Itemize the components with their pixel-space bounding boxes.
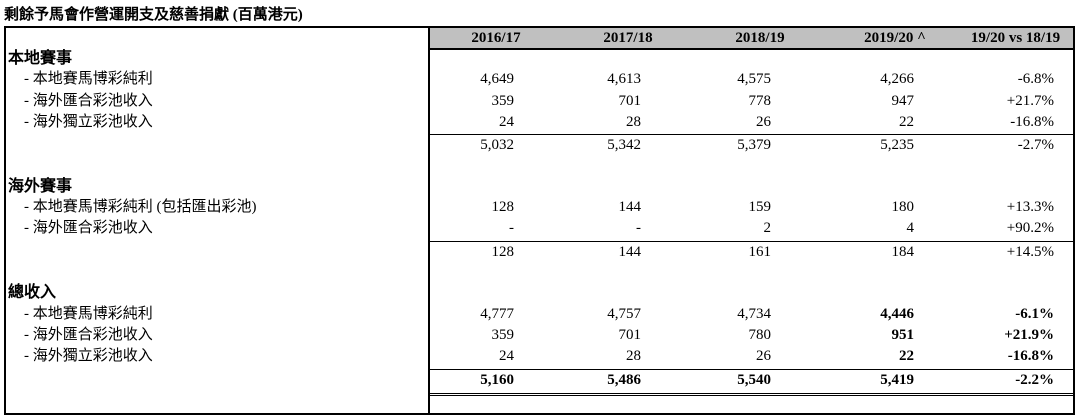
value-cell: 180: [891, 199, 915, 216]
total-value-cell: 5,379: [737, 137, 771, 154]
table-row: - 海外匯合彩池收入 - - 2 4 +90.2%: [6, 218, 1073, 239]
row-label: - 海外匯合彩池收入: [24, 92, 153, 109]
value-cell: 4,649: [480, 71, 514, 88]
value-cell: 144: [618, 199, 642, 216]
grand-total-double-rule: [430, 392, 1073, 396]
value-cell: 26: [756, 348, 771, 365]
total-change-cell: -2.2%: [1015, 371, 1054, 388]
table-row: - 海外匯合彩池收入 359 701 778 947 +21.7%: [6, 91, 1073, 112]
header-row: 2016/17 2017/18 2018/19 2019/20 ^ 19/20 …: [430, 28, 1073, 50]
value-cell: 2: [763, 220, 772, 237]
col-header-2016-17: 2016/17: [471, 30, 521, 46]
col-header-change: 19/20 vs 18/19: [970, 30, 1061, 46]
value-cell: 22: [899, 348, 914, 365]
total-value-cell: 5,342: [607, 137, 641, 154]
total-value-cell: 5,235: [880, 137, 914, 154]
row-label: - 海外匯合彩池收入: [24, 220, 153, 237]
row-label: - 海外獨立彩池收入: [24, 113, 153, 130]
value-cell: 28: [626, 348, 641, 365]
total-value-cell: 5,540: [737, 371, 771, 388]
value-cell: 4,734: [737, 305, 771, 322]
subtotal-rule: [430, 368, 1073, 370]
total-row: 5,160 5,486 5,540 5,419 -2.2%: [6, 370, 1073, 391]
value-cell: -: [509, 220, 514, 237]
value-cell: 28: [626, 113, 641, 130]
total-value-cell: 5,032: [480, 137, 514, 154]
value-cell: 24: [499, 113, 514, 130]
total-row: 5,032 5,342 5,379 5,235 -2.7%: [6, 135, 1073, 156]
value-cell: 359: [491, 92, 515, 109]
value-cell: 26: [756, 113, 771, 130]
value-cell: 4,777: [480, 305, 514, 322]
section-heading-row: 本地賽事: [6, 48, 1073, 69]
value-cell: 4,575: [737, 71, 771, 88]
value-cell: 359: [491, 326, 515, 343]
value-cell: -: [636, 220, 641, 237]
value-cell: 778: [748, 92, 772, 109]
total-row: 128 144 161 184 +14.5%: [6, 242, 1073, 263]
row-label: - 海外匯合彩池收入: [24, 326, 153, 343]
section-heading-row: 海外賽事: [6, 176, 1073, 197]
financial-table: 2016/17 2017/18 2018/19 2019/20 ^ 19/20 …: [4, 26, 1075, 415]
col-header-2018-19: 2018/19: [735, 30, 785, 46]
row-label: - 海外獨立彩池收入: [24, 348, 153, 365]
value-cell: 22: [899, 113, 914, 130]
value-cell: 4,613: [607, 71, 641, 88]
total-change-cell: -2.7%: [1017, 137, 1054, 154]
total-value-cell: 128: [491, 243, 515, 260]
subtotal-rule: [430, 240, 1073, 242]
value-cell: 701: [618, 326, 642, 343]
total-value-cell: 5,160: [480, 371, 514, 388]
change-cell: -6.1%: [1015, 305, 1054, 322]
value-cell: 4,757: [607, 305, 641, 322]
section-heading: 總收入: [8, 284, 57, 302]
change-cell: +21.9%: [1004, 326, 1054, 343]
total-value-cell: 161: [748, 243, 772, 260]
table-row: - 海外匯合彩池收入 359 701 780 951 +21.9%: [6, 325, 1073, 346]
total-value-cell: 5,486: [607, 371, 641, 388]
change-cell: +13.3%: [1006, 199, 1054, 216]
value-cell: 4,446: [880, 305, 914, 322]
row-label: - 本地賽馬博彩純利: [24, 305, 153, 322]
table-row: - 本地賽馬博彩純利 (包括匯出彩池) 128 144 159 180 +13.3%: [6, 197, 1073, 218]
change-cell: +21.7%: [1006, 92, 1054, 109]
value-cell: 128: [491, 199, 515, 216]
change-cell: -6.8%: [1017, 71, 1054, 88]
total-value-cell: 144: [618, 243, 642, 260]
total-value-cell: 184: [891, 243, 915, 260]
table-row: - 海外獨立彩池收入 24 28 26 22 -16.8%: [6, 112, 1073, 133]
value-cell: 24: [499, 348, 514, 365]
total-change-cell: +14.5%: [1006, 243, 1054, 260]
row-label: - 本地賽馬博彩純利: [24, 71, 153, 88]
total-value-cell: 5,419: [880, 371, 914, 388]
row-label: - 本地賽馬博彩純利 (包括匯出彩池): [24, 199, 257, 216]
section-heading: 本地賽事: [8, 50, 73, 67]
col-header-2017-18: 2017/18: [603, 30, 653, 46]
table-row: - 海外獨立彩池收入 24 28 26 22 -16.8%: [6, 346, 1073, 367]
change-cell: -16.8%: [1007, 348, 1054, 365]
col-header-2019-20: 2019/20 ^: [864, 30, 926, 46]
value-cell: 780: [748, 326, 772, 343]
value-cell: 4,266: [880, 71, 914, 88]
col-divider-label: [428, 28, 430, 413]
table-title: 剩餘予馬會作營運開支及慈善捐獻 (百萬港元): [4, 7, 303, 23]
section-heading-row: 總收入: [6, 282, 1073, 303]
value-cell: 947: [891, 92, 915, 109]
table-row: - 本地賽馬博彩純利 4,777 4,757 4,734 4,446 -6.1%: [6, 304, 1073, 325]
change-cell: -16.8%: [1010, 113, 1054, 130]
section-heading: 海外賽事: [8, 177, 73, 195]
table-row: - 本地賽馬博彩純利 4,649 4,613 4,575 4,266 -6.8%: [6, 69, 1073, 90]
value-cell: 701: [618, 92, 642, 109]
value-cell: 4: [906, 220, 915, 237]
value-cell: 159: [748, 199, 772, 216]
subtotal-rule: [430, 134, 1073, 136]
value-cell: 951: [891, 326, 915, 343]
change-cell: +90.2%: [1006, 220, 1054, 237]
